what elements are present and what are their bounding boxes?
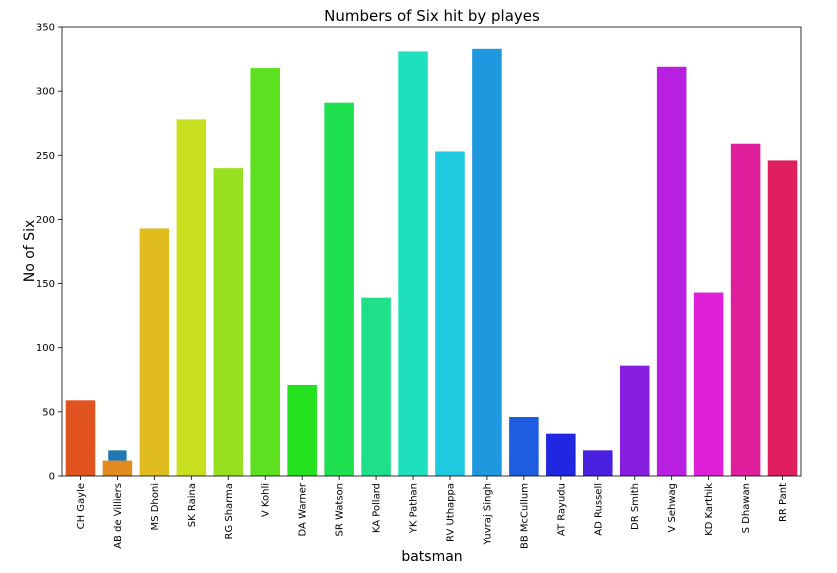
y-tick-label: 0 <box>49 472 55 483</box>
bar-sk-raina <box>176 119 207 477</box>
y-tick-label: 300 <box>36 87 55 98</box>
bar-s-dhawan <box>730 143 761 477</box>
x-tick-label: RG Sharma <box>224 483 235 540</box>
bar-rv-uthappa <box>435 151 465 476</box>
bars-group <box>65 48 798 477</box>
y-tick-label: 100 <box>36 343 55 354</box>
bar-ka-pollard <box>361 297 391 476</box>
x-tick-label: V Kohli <box>261 483 272 517</box>
bar-da-warner <box>287 384 317 476</box>
x-axis: CH Gayle AB de Villiers MS Dhoni SK Raina RG… <box>76 476 789 549</box>
bar-ch-gayle <box>65 400 96 476</box>
x-tick-label: DR Smith <box>630 483 641 530</box>
x-tick-label: SK Raina <box>187 483 198 527</box>
bar-ad-russell <box>583 450 613 476</box>
x-tick-label: SR Watson <box>335 483 346 536</box>
bar-v-kohli <box>250 68 280 477</box>
y-tick-label: 250 <box>36 151 55 162</box>
x-tick-label: AT Rayudu <box>556 483 567 536</box>
bar-ab-de-villiers <box>102 460 133 476</box>
x-tick-label: MS Dhoni <box>150 483 161 530</box>
x-tick-label: BB McCullum <box>519 483 530 549</box>
x-tick-label: AB de Villiers <box>113 483 124 549</box>
x-tick-label: YK Pathan <box>409 483 420 534</box>
bar-rr-pant <box>767 160 798 477</box>
overlay-bar <box>108 450 127 461</box>
x-tick-label: KA Pollard <box>372 483 383 533</box>
y-tick-label: 50 <box>42 407 55 418</box>
bar-bb-mccullum <box>509 416 539 476</box>
x-tick-label: V Sehwag <box>667 483 678 533</box>
y-axis-title: No of Six <box>22 220 38 283</box>
bar-v-sehwag <box>656 66 687 477</box>
y-axis: 0 50 100 150 200 250 300 350 <box>36 23 62 483</box>
bar-kd-karthik <box>693 292 724 476</box>
bar-dr-smith <box>619 365 650 476</box>
x-tick-label: AD Russell <box>593 483 604 536</box>
plot-frame <box>61 26 802 477</box>
y-tick-label: 200 <box>36 215 55 226</box>
x-tick-label: S Dhawan <box>741 483 752 533</box>
bar-at-rayudu <box>546 433 576 476</box>
bar-ms-dhoni <box>139 228 170 476</box>
bar-rg-sharma <box>213 168 244 477</box>
x-tick-label: RV Uthappa <box>445 483 456 542</box>
x-tick-label: DA Warner <box>298 482 309 536</box>
x-tick-label: Yuvraj Singh <box>482 483 493 546</box>
x-axis-title: batsman <box>401 549 462 565</box>
bar-yuvraj-singh <box>472 48 502 477</box>
x-tick-label: RR Pant <box>778 483 789 522</box>
chart-title: Numbers of Six hit by playes <box>324 7 540 25</box>
x-tick-label: KD Karthik <box>704 483 715 536</box>
y-tick-label: 150 <box>36 279 55 290</box>
x-tick-label: CH Gayle <box>76 483 87 529</box>
bar-sr-watson <box>324 102 354 476</box>
y-tick-label: 350 <box>36 23 55 34</box>
bar-yk-pathan <box>398 51 428 477</box>
